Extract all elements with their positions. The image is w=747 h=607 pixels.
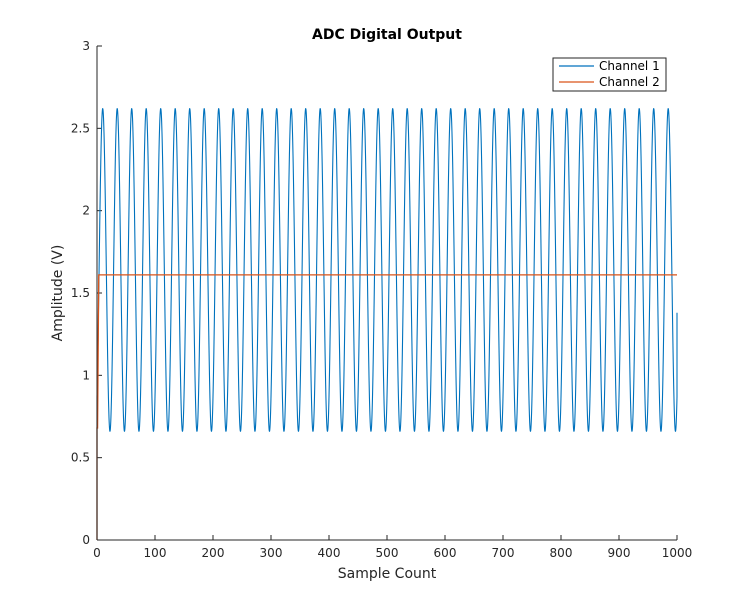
x-axis-ticks: 0 100 200 300 400 500 600 700 800 900 1000 (93, 535, 692, 560)
x-axis-label: Sample Count (338, 566, 437, 582)
x-tick-label: 800 (550, 546, 573, 560)
y-tick-label: 2 (82, 204, 90, 218)
y-tick-label: 1 (82, 368, 90, 382)
y-axis-label: Amplitude (V) (50, 245, 66, 342)
x-tick-label: 100 (144, 546, 167, 560)
x-tick-label: 600 (434, 546, 457, 560)
chart-title: ADC Digital Output (312, 27, 462, 43)
x-tick-label: 200 (202, 546, 225, 560)
x-tick-label: 1000 (662, 546, 693, 560)
x-tick-label: 500 (376, 546, 399, 560)
x-tick-label: 700 (492, 546, 515, 560)
series-line-channel-1 (96, 108, 678, 540)
y-tick-label: 0 (82, 533, 90, 547)
x-tick-label: 900 (608, 546, 631, 560)
y-axis-ticks: 0 0.5 1 1.5 2 2.5 3 (71, 39, 102, 547)
legend-box (552, 57, 667, 92)
legend-label-channel-1: Channel 1 (599, 59, 660, 73)
x-tick-label: 300 (260, 546, 283, 560)
x-tick-label: 400 (318, 546, 341, 560)
legend: Channel 1 Channel 2 (552, 57, 667, 92)
y-tick-label: 2.5 (71, 121, 90, 135)
y-tick-label: 3 (82, 39, 90, 53)
x-tick-label: 0 (93, 546, 101, 560)
y-tick-label: 1.5 (71, 286, 90, 300)
legend-label-channel-2: Channel 2 (599, 75, 660, 89)
y-tick-label: 0.5 (71, 451, 90, 465)
